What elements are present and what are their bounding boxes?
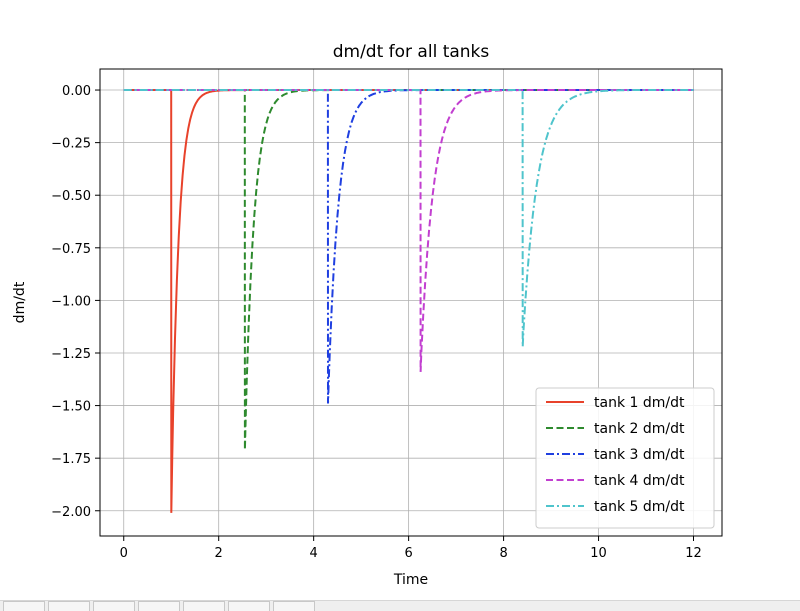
plot-area-frame xyxy=(99,68,723,537)
legend-entry: tank 2 dm/dt xyxy=(594,421,685,437)
legend-entry: tank 4 dm/dt xyxy=(594,473,685,489)
y-tick-label: −2.00 xyxy=(51,505,91,520)
plot-lines xyxy=(123,89,694,513)
x-tick-label: 12 xyxy=(685,546,702,561)
x-tick-label: 4 xyxy=(310,546,318,561)
y-tick-label: −0.50 xyxy=(51,189,91,204)
taskbar-tab[interactable] xyxy=(48,601,90,611)
y-tick-label: −1.25 xyxy=(51,347,91,362)
series-line-tank-4 xyxy=(123,89,694,372)
taskbar-tab[interactable] xyxy=(138,601,180,611)
y-tick-label: −0.75 xyxy=(51,242,91,257)
y-axis-label: dm/dt xyxy=(12,281,28,323)
x-axis-label: Time xyxy=(393,572,428,588)
x-tick-label: 10 xyxy=(590,546,607,561)
legend-entry: tank 5 dm/dt xyxy=(594,499,685,515)
x-tick-label: 2 xyxy=(215,546,223,561)
taskbar-tab[interactable] xyxy=(273,601,315,611)
x-tick-label: 8 xyxy=(499,546,507,561)
x-tick-label: 0 xyxy=(120,546,128,561)
chart-title: dm/dt for all tanks xyxy=(333,42,490,62)
taskbar-tab[interactable] xyxy=(3,601,45,611)
axis-ticks: 0 2 4 6 8 10 12 0.00 −0.25 −0.50 −0.75 −1.00 −1.25 −1… xyxy=(51,84,702,561)
legend-entry: tank 1 dm/dt xyxy=(594,395,685,411)
legend-box xyxy=(535,387,715,529)
taskbar-tab[interactable] xyxy=(228,601,270,611)
x-tick-label: 6 xyxy=(404,546,412,561)
legend-entry: tank 3 dm/dt xyxy=(594,447,685,463)
y-tick-label: −1.50 xyxy=(51,400,91,415)
legend: tank 1 dm/dt tank 2 dm/dt tank 3 dm/dt tank… xyxy=(535,387,715,529)
taskbar xyxy=(0,600,800,611)
y-tick-label: −0.25 xyxy=(51,137,91,152)
y-tick-label: −1.00 xyxy=(51,294,91,309)
series-line-tank-3 xyxy=(123,89,694,404)
taskbar-tab[interactable] xyxy=(183,601,225,611)
series-line-tank-5 xyxy=(123,89,694,347)
y-tick-label: −1.75 xyxy=(51,452,91,467)
y-tick-label: 0.00 xyxy=(62,84,91,99)
taskbar-tab[interactable] xyxy=(93,601,135,611)
